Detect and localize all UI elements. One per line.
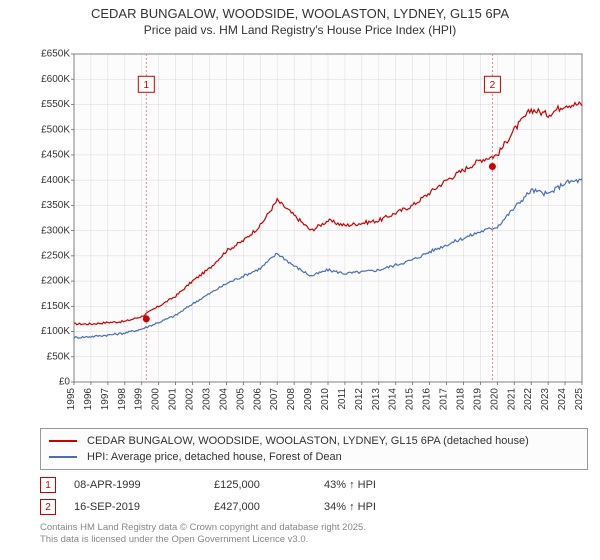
chart-area: £0 £50K £100K £150K £200K £250K £300K £350K £400… [40,48,588,416]
svg-text:£600K: £600K [41,74,70,85]
svg-text:2002: 2002 [185,388,196,411]
svg-text:2011: 2011 [337,388,348,410]
svg-text:2004: 2004 [218,388,229,411]
svg-text:2005: 2005 [235,388,246,411]
marker-table: 1 08-APR-1999 £125,000 43% ↑ HPI 2 16-SE… [40,474,588,518]
svg-text:2001: 2001 [168,388,179,411]
svg-text:2007: 2007 [269,388,280,411]
legend-label: HPI: Average price, detached house, Fore… [87,451,342,463]
svg-text:2008: 2008 [286,388,297,411]
legend-item-property: CEDAR BUNGALOW, WOODSIDE, WOOLASTON, LYD… [49,433,579,449]
svg-text:2003: 2003 [201,388,212,411]
svg-text:2015: 2015 [405,388,416,411]
svg-text:2020: 2020 [489,388,500,411]
svg-text:£0: £0 [59,377,71,388]
svg-text:2006: 2006 [252,388,263,411]
svg-text:2016: 2016 [422,388,433,411]
chart-title: CEDAR BUNGALOW, WOODSIDE, WOOLASTON, LYD… [0,0,600,23]
svg-text:2018: 2018 [455,388,466,411]
marker-date: 08-APR-1999 [74,479,214,491]
marker-pct: 34% ↑ HPI [324,501,434,513]
svg-text:2010: 2010 [320,388,331,411]
footer-line2: This data is licensed under the Open Gov… [40,534,588,546]
svg-text:£400K: £400K [41,175,70,186]
svg-text:2: 2 [490,80,496,91]
marker-price: £427,000 [214,501,324,513]
legend-item-hpi: HPI: Average price, detached house, Fore… [49,449,579,465]
marker-row-2: 2 16-SEP-2019 £427,000 34% ↑ HPI [40,496,588,518]
marker-price: £125,000 [214,479,324,491]
marker-row-1: 1 08-APR-1999 £125,000 43% ↑ HPI [40,474,588,496]
svg-text:2017: 2017 [439,388,450,411]
legend-swatch [49,456,77,458]
svg-text:£500K: £500K [41,124,70,135]
svg-text:£300K: £300K [41,225,70,236]
svg-text:2024: 2024 [557,388,568,411]
svg-text:£650K: £650K [41,49,70,60]
svg-text:2023: 2023 [540,388,551,411]
marker-pct: 43% ↑ HPI [324,479,434,491]
svg-text:2025: 2025 [574,388,585,411]
svg-text:2019: 2019 [472,388,483,411]
svg-text:2009: 2009 [303,388,314,411]
svg-text:2014: 2014 [388,388,399,411]
svg-text:£200K: £200K [41,276,70,287]
legend-swatch [49,440,77,442]
svg-text:£150K: £150K [41,301,70,312]
svg-text:1998: 1998 [117,388,128,411]
svg-text:1996: 1996 [83,388,94,411]
footer-line1: Contains HM Land Registry data © Crown c… [40,522,588,534]
svg-text:£450K: £450K [41,150,70,161]
svg-text:1997: 1997 [100,388,111,411]
legend: CEDAR BUNGALOW, WOODSIDE, WOOLASTON, LYD… [40,428,588,470]
svg-text:1999: 1999 [134,388,145,411]
legend-label: CEDAR BUNGALOW, WOODSIDE, WOOLASTON, LYD… [87,435,529,447]
chart-svg: £0 £50K £100K £150K £200K £250K £300K £350K £400… [40,48,588,416]
marker-badge: 2 [40,499,56,515]
svg-text:£350K: £350K [41,200,70,211]
svg-text:£50K: £50K [47,351,71,362]
svg-text:2021: 2021 [506,388,517,411]
svg-text:2012: 2012 [354,388,365,411]
svg-text:2022: 2022 [523,388,534,411]
svg-text:£550K: £550K [41,99,70,110]
svg-text:1: 1 [144,80,150,91]
svg-text:2000: 2000 [151,388,162,411]
svg-text:1995: 1995 [66,388,77,411]
svg-text:£250K: £250K [41,250,70,261]
svg-text:£100K: £100K [41,326,70,337]
footer: Contains HM Land Registry data © Crown c… [40,522,588,547]
chart-subtitle: Price paid vs. HM Land Registry's House … [0,23,600,41]
marker-date: 16-SEP-2019 [74,501,214,513]
svg-text:2013: 2013 [371,388,382,411]
marker-badge: 1 [40,477,56,493]
